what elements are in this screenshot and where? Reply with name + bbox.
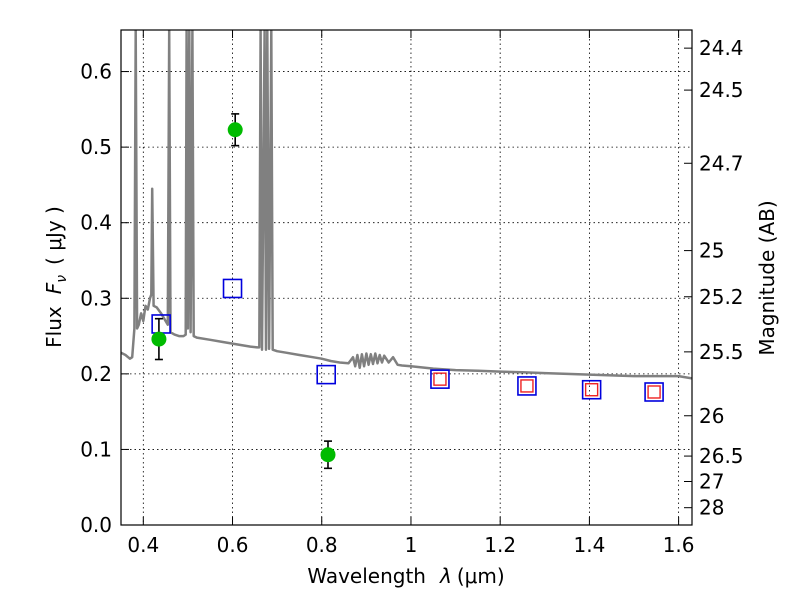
x-tick-label: 1.2 [484, 533, 516, 557]
right-tick-label: 28 [699, 496, 724, 520]
right-tick-label: 24.7 [699, 151, 744, 175]
y-tick-label: 0.1 [80, 437, 112, 461]
right-tick-label: 27 [699, 470, 724, 494]
right-tick-label: 26 [699, 404, 724, 428]
x-tick-label: 0.6 [217, 533, 249, 557]
y-tick-label: 0.6 [80, 60, 112, 84]
y-tick-label: 0.5 [80, 135, 112, 159]
model-photometry-square [222, 278, 243, 299]
right-tick-label: 24.4 [699, 36, 744, 60]
x-axis-title: Wavelength λ (μm) [307, 564, 504, 588]
grid [121, 30, 692, 526]
x-tick-label: 1.6 [663, 533, 695, 557]
model-photometry-square [430, 369, 450, 389]
x-tick-label: 1 [405, 533, 418, 557]
x-tick-label: 0.4 [127, 533, 159, 557]
photometry-layer [151, 113, 664, 470]
right-tick-label: 25.5 [699, 340, 744, 364]
observed-point [320, 447, 336, 463]
y-tick-label: 0.4 [80, 211, 112, 235]
right-tick-label: 24.5 [699, 78, 744, 102]
model-photometry-square [316, 364, 337, 385]
right-tick-label: 25.2 [699, 285, 744, 309]
y-axis-title: FluxFν( μJy ) [42, 206, 70, 348]
x-tick-label: 0.8 [306, 533, 338, 557]
model-photometry-square [581, 379, 602, 400]
observed-point [227, 122, 243, 138]
right-axis-title: Magnitude (AB) [755, 200, 779, 355]
y-tick-label: 0.0 [80, 513, 112, 537]
y-tick-label: 0.2 [80, 362, 112, 386]
model-photometry-square [517, 376, 537, 396]
y-tick-label: 0.3 [80, 286, 112, 310]
model-spectrum-layer [121, 30, 692, 380]
x-tick-label: 1.4 [573, 533, 605, 557]
inner-photometry-square [647, 385, 661, 399]
right-tick-label: 25 [699, 239, 724, 263]
inner-photometry-square [433, 372, 447, 386]
right-tick-label: 26.5 [699, 444, 744, 468]
observed-point [151, 331, 167, 347]
inner-photometry-square [520, 379, 534, 393]
model-spectrum-line [121, 30, 692, 380]
inner-photometry-square [584, 383, 599, 397]
plot-frame [120, 29, 693, 526]
axis-ticks: 0.4 0.6 0.8 1 1.2 1.4 1.6 0.0 0.1 0.2 0.3 0.4 0.5 0.6… [80, 30, 744, 557]
model-photometry-square [644, 382, 664, 402]
